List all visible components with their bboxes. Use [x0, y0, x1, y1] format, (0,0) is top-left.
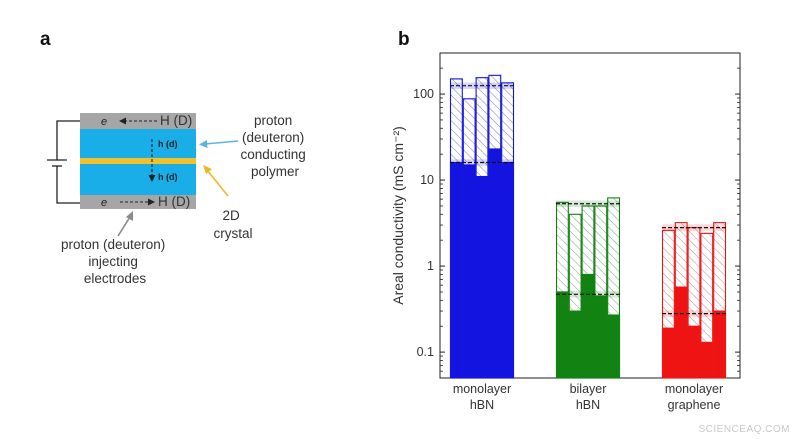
- proton-bar: [713, 310, 727, 379]
- y-tick-label: 0.1: [417, 345, 434, 359]
- bottom-electrode-species: H (D): [158, 194, 190, 209]
- proton-bar: [555, 291, 569, 379]
- panel-a: a e H (D) h (d) h (d) e: [40, 29, 309, 286]
- category-label: graphene: [668, 398, 721, 412]
- crystal-label: 2D crystal: [213, 208, 252, 241]
- proton-bar: [594, 295, 608, 379]
- battery-symbol-icon: [47, 120, 80, 204]
- conductivity-chart: 100 10 1 0.1 Areal conductivity (mS cm⁻²) mon…: [390, 52, 741, 412]
- bar-group: [449, 74, 515, 379]
- panel-b-letter: b: [398, 29, 410, 50]
- category-label: bilayer: [570, 382, 607, 396]
- category-label: monolayer: [665, 382, 723, 396]
- top-electrode: [80, 113, 196, 129]
- arrow-icon: [148, 139, 156, 182]
- electrodes-label: proton (deuteron) injecting electrodes: [61, 237, 169, 286]
- proton-bar: [674, 286, 688, 379]
- arrow-icon: [199, 140, 239, 148]
- top-electrode-species: H (D): [160, 113, 192, 128]
- category-label: hBN: [470, 398, 494, 412]
- polymer-label: proton (deuteron) conducting polymer: [240, 113, 309, 179]
- y-tick-label: 100: [413, 87, 434, 101]
- arrow-icon: [203, 165, 229, 197]
- proton-bar: [568, 310, 582, 379]
- proton-bar: [581, 273, 595, 379]
- category-label: hBN: [576, 398, 600, 412]
- y-tick-label: 1: [427, 259, 434, 273]
- watermark: SCIENCEAQ.COM: [698, 424, 790, 435]
- proton-bar: [475, 175, 489, 379]
- bar-group: [555, 197, 621, 379]
- arrow-icon: [117, 211, 133, 237]
- proton-bar: [488, 148, 502, 379]
- proton-bar: [501, 161, 515, 379]
- proton-bar: [607, 314, 621, 379]
- arrow-icon: [119, 117, 157, 125]
- proton-bar: [700, 341, 714, 379]
- bottom-electrode-carrier: e: [101, 197, 107, 209]
- channel-bottom-label: h (d): [158, 172, 178, 182]
- proton-bar: [449, 161, 463, 379]
- y-tick-label: 10: [420, 173, 434, 187]
- arrow-icon: [120, 198, 155, 206]
- 2d-crystal-layer: [80, 158, 196, 164]
- bar-group: [661, 222, 727, 379]
- channel-top-label: h (d): [158, 139, 178, 149]
- panel-a-letter: a: [40, 29, 51, 50]
- category-label: monolayer: [453, 382, 511, 396]
- proton-bar: [462, 164, 476, 379]
- top-electrode-carrier: e: [101, 116, 107, 128]
- proton-bar: [661, 327, 675, 379]
- proton-bar: [687, 325, 701, 379]
- panel-b: b 100 10 1 0.1 Areal conductivity (mS cm⁻²) m…: [390, 29, 741, 412]
- y-axis-label: Areal conductivity (mS cm⁻²): [390, 126, 406, 305]
